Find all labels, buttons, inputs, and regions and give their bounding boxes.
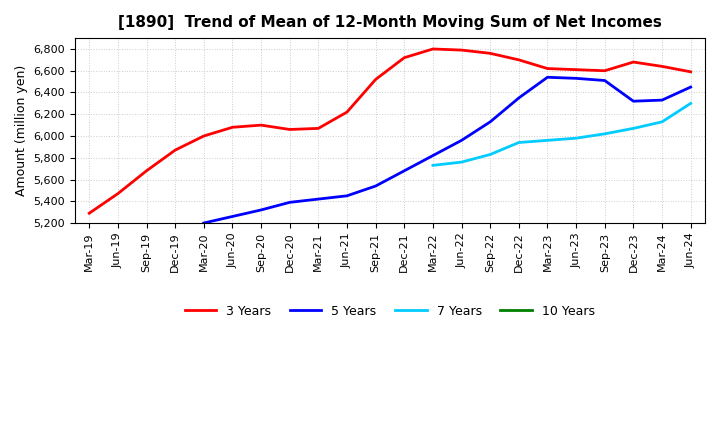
5 Years: [515, 95, 523, 101]
3 Years: [486, 51, 495, 56]
3 Years: [657, 64, 666, 69]
3 Years: [343, 110, 351, 115]
7 Years: [657, 119, 666, 125]
7 Years: [600, 131, 609, 136]
5 Years: [629, 99, 638, 104]
5 Years: [400, 168, 408, 173]
3 Years: [515, 57, 523, 62]
3 Years: [199, 133, 208, 139]
5 Years: [314, 196, 323, 202]
5 Years: [543, 75, 552, 80]
5 Years: [199, 220, 208, 226]
Line: 5 Years: 5 Years: [204, 77, 690, 223]
3 Years: [457, 48, 466, 53]
5 Years: [257, 207, 266, 213]
5 Years: [343, 193, 351, 198]
3 Years: [228, 125, 237, 130]
3 Years: [572, 67, 580, 72]
Line: 7 Years: 7 Years: [433, 103, 690, 165]
3 Years: [114, 191, 122, 196]
Line: 3 Years: 3 Years: [89, 49, 690, 213]
7 Years: [629, 126, 638, 131]
3 Years: [142, 168, 150, 173]
5 Years: [572, 76, 580, 81]
3 Years: [171, 147, 179, 153]
7 Years: [428, 163, 437, 168]
5 Years: [228, 214, 237, 219]
7 Years: [686, 101, 695, 106]
3 Years: [285, 127, 294, 132]
3 Years: [85, 211, 94, 216]
3 Years: [543, 66, 552, 71]
5 Years: [457, 138, 466, 143]
5 Years: [686, 84, 695, 90]
7 Years: [486, 152, 495, 157]
3 Years: [686, 69, 695, 74]
Legend: 3 Years, 5 Years, 7 Years, 10 Years: 3 Years, 5 Years, 7 Years, 10 Years: [180, 300, 600, 323]
3 Years: [629, 59, 638, 65]
5 Years: [428, 153, 437, 158]
3 Years: [400, 55, 408, 60]
7 Years: [515, 140, 523, 145]
3 Years: [600, 68, 609, 73]
7 Years: [572, 136, 580, 141]
3 Years: [314, 126, 323, 131]
5 Years: [657, 98, 666, 103]
5 Years: [285, 200, 294, 205]
Title: [1890]  Trend of Mean of 12-Month Moving Sum of Net Incomes: [1890] Trend of Mean of 12-Month Moving …: [118, 15, 662, 30]
Y-axis label: Amount (million yen): Amount (million yen): [15, 65, 28, 196]
5 Years: [372, 183, 380, 189]
3 Years: [257, 122, 266, 128]
3 Years: [372, 77, 380, 82]
7 Years: [543, 138, 552, 143]
5 Years: [600, 78, 609, 83]
3 Years: [428, 46, 437, 51]
7 Years: [457, 159, 466, 165]
5 Years: [486, 119, 495, 125]
